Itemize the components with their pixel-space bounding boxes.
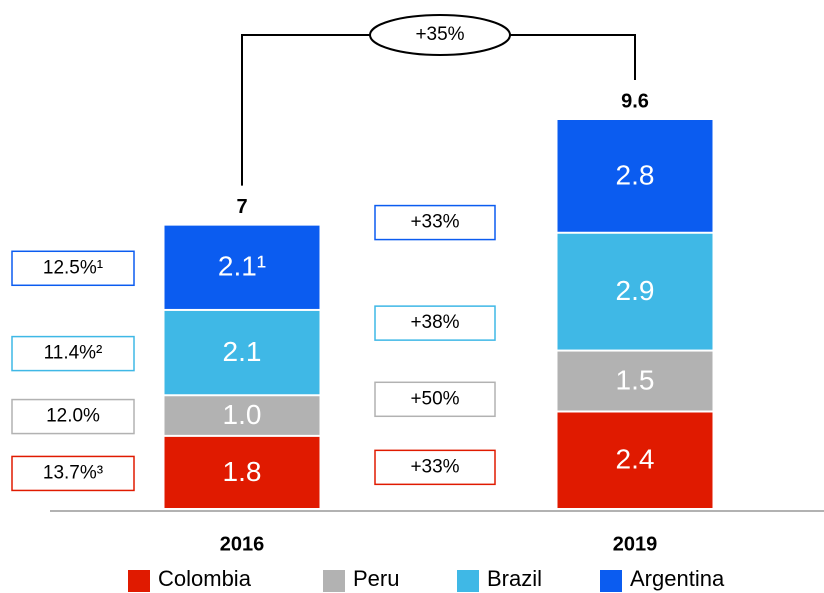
share-label: 12.0% bbox=[46, 406, 100, 427]
share-label: 12.5%¹ bbox=[43, 257, 103, 278]
value-label: 1.0 bbox=[223, 399, 262, 430]
growth-label: +38% bbox=[410, 312, 459, 333]
legend-label: Argentina bbox=[630, 566, 725, 591]
growth-label: +33% bbox=[410, 212, 459, 233]
value-label: 2.1 bbox=[223, 336, 262, 367]
share-label: 11.4%² bbox=[44, 343, 103, 364]
growth-box bbox=[374, 381, 496, 418]
growth-ellipse bbox=[369, 14, 511, 56]
x-tick-label: 2016 bbox=[220, 533, 265, 555]
value-label: 2.1¹ bbox=[218, 251, 266, 282]
value-label: 2.9 bbox=[616, 275, 655, 306]
share-box bbox=[11, 398, 135, 435]
bar-segment bbox=[164, 225, 320, 309]
total-label: 7 bbox=[236, 196, 247, 218]
growth-label: +50% bbox=[410, 388, 459, 409]
share-box bbox=[11, 455, 135, 492]
bar-segment bbox=[557, 120, 713, 232]
x-tick-label: 2019 bbox=[613, 533, 658, 555]
bar-segment bbox=[557, 412, 713, 508]
growth-label: +33% bbox=[410, 456, 459, 477]
total-growth: +35% bbox=[415, 24, 464, 45]
legend-label: Brazil bbox=[487, 566, 542, 591]
legend-label: Colombia bbox=[158, 566, 252, 591]
value-label: 1.5 bbox=[616, 364, 655, 395]
growth-box bbox=[374, 204, 496, 241]
bar-segment bbox=[557, 233, 713, 350]
share-box bbox=[11, 335, 135, 372]
share-label: 13.7%³ bbox=[43, 462, 103, 483]
growth-box bbox=[374, 449, 496, 486]
bar-segment bbox=[557, 351, 713, 411]
legend-swatch bbox=[457, 570, 479, 592]
share-box bbox=[11, 250, 135, 287]
legend-label: Peru bbox=[353, 566, 399, 591]
total-label: 9.6 bbox=[621, 90, 649, 112]
value-label: 2.4 bbox=[616, 444, 655, 475]
bar-segment bbox=[164, 436, 320, 508]
bar-segment bbox=[164, 310, 320, 395]
legend-swatch bbox=[600, 570, 622, 592]
growth-box bbox=[374, 305, 496, 341]
value-label: 2.8 bbox=[616, 159, 655, 190]
legend-swatch bbox=[323, 570, 345, 592]
legend-swatch bbox=[128, 570, 150, 592]
value-label: 1.8 bbox=[223, 456, 262, 487]
bar-segment bbox=[164, 396, 320, 435]
